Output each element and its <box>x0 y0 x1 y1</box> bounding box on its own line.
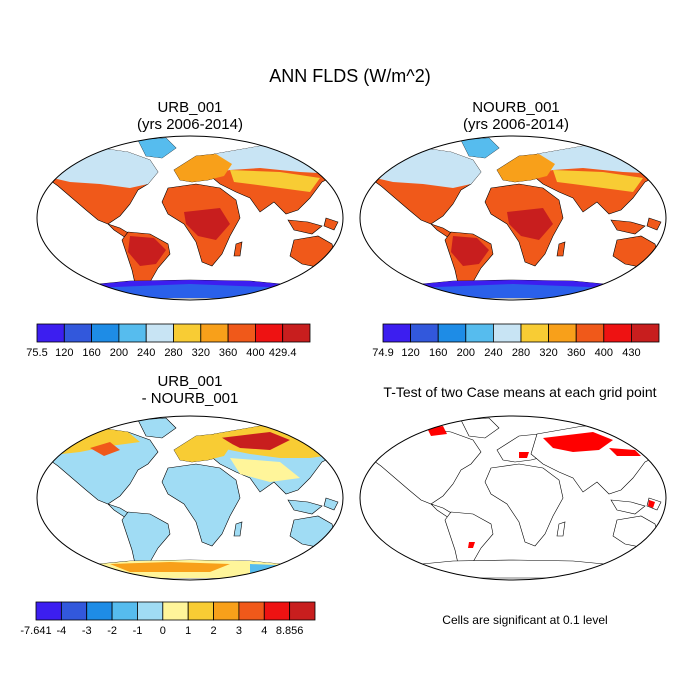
panel-title-urb-line1: URB_001 <box>157 99 223 116</box>
colorbar-swatch <box>465 323 494 343</box>
colorbar-swatch <box>631 323 660 343</box>
colorbar-tick-label: -1 <box>133 625 143 637</box>
colorbar-nourb: 74.9 120 160 200 240 280 320 360 400 430 <box>372 323 660 359</box>
colorbar-tick-label: -7.641 <box>20 625 51 637</box>
colorbar-tick-label: 160 <box>82 347 100 359</box>
panel-title-ttest: T-Test of two Case means at each grid po… <box>383 384 657 400</box>
colorbar-tick-label: 400 <box>246 347 264 359</box>
colorbar-tick-label: 280 <box>164 347 182 359</box>
colorbar-swatch <box>200 323 229 343</box>
colorbar-swatch <box>173 323 202 343</box>
colorbar-tick-label: 4 <box>261 625 267 637</box>
colorbar-swatch <box>227 323 256 343</box>
colorbar-swatch <box>60 601 88 621</box>
map-diff <box>36 415 344 581</box>
colorbar-swatch <box>35 601 62 621</box>
colorbar-tick-label: 2 <box>210 625 216 637</box>
colorbar-tick-label: 120 <box>55 347 73 359</box>
main-title: ANN FLDS (W/m^2) <box>269 66 431 86</box>
colorbar-swatch <box>603 323 632 343</box>
map-urb <box>36 135 344 301</box>
map-nourb-outline <box>359 135 667 301</box>
colorbar-swatch <box>520 323 550 343</box>
significance-note: Cells are significant at 0.1 level <box>442 613 608 627</box>
colorbar-swatch <box>118 323 147 343</box>
colorbar-swatch <box>254 323 284 343</box>
panel-title-nourb: NOURB_001 (yrs 2006-2014) <box>366 99 666 133</box>
colorbar-tick-label: 240 <box>484 347 502 359</box>
panel-title-diff-line1: URB_001 <box>157 373 223 390</box>
colorbar-swatch <box>382 323 412 343</box>
map-diff-outline <box>36 415 344 581</box>
colorbar-swatch <box>137 601 164 621</box>
colorbar-swatch <box>263 601 291 621</box>
colorbar-tick-label: 360 <box>567 347 585 359</box>
colorbar-tick-label: 0 <box>160 625 166 637</box>
colorbar-swatch <box>437 323 467 343</box>
colorbar-swatch <box>213 601 240 621</box>
panel-title-urb: URB_001 (yrs 2006-2014) <box>40 99 340 133</box>
colorbar-tick-label: 430 <box>622 347 640 359</box>
colorbar-swatch <box>187 601 214 621</box>
map-nourb <box>359 135 667 301</box>
colorbar-swatch <box>492 323 522 343</box>
colorbar-tick-label: 75.5 <box>26 347 47 359</box>
colorbar-tick-label: 120 <box>401 347 419 359</box>
panel-title-urb-line2: (yrs 2006-2014) <box>137 116 243 133</box>
colorbar-tick-label: -2 <box>107 625 117 637</box>
colorbar-swatch <box>410 323 439 343</box>
colorbar-urb: 75.5 120 160 200 240 280 320 360 400 429.4 <box>26 323 311 359</box>
colorbar-swatch <box>145 323 174 343</box>
colorbar-diff: -7.641 -4 -3 -2 -1 0 1 2 3 4 8.856 <box>20 601 316 637</box>
colorbar-swatch <box>575 323 605 343</box>
colorbar-tick-label: -4 <box>56 625 66 637</box>
colorbar-tick-label: 200 <box>457 347 475 359</box>
colorbar-swatch <box>111 601 138 621</box>
colorbar-tick-label: 320 <box>192 347 210 359</box>
colorbar-tick-label: 160 <box>429 347 447 359</box>
colorbar-tick-label: 3 <box>236 625 242 637</box>
colorbar-swatch <box>238 601 265 621</box>
colorbar-tick-label: 74.9 <box>372 347 393 359</box>
colorbar-tick-label: 8.856 <box>276 625 304 637</box>
colorbar-swatch <box>63 323 93 343</box>
map-ttest-outline <box>359 415 667 581</box>
panel-title-diff-line2: - NOURB_001 <box>141 390 239 407</box>
colorbar-swatch <box>86 601 113 621</box>
colorbar-swatch <box>289 601 316 621</box>
panel-title-nourb-line2: (yrs 2006-2014) <box>463 116 569 133</box>
map-ttest <box>359 415 667 581</box>
colorbar-swatch <box>548 323 577 343</box>
colorbar-tick-label: 320 <box>539 347 557 359</box>
colorbar-swatch <box>91 323 120 343</box>
colorbar-tick-label: 429.4 <box>269 347 297 359</box>
panel-title-diff: URB_001 - NOURB_001 <box>40 373 340 407</box>
colorbar-tick-label: 1 <box>185 625 191 637</box>
colorbar-tick-label: 200 <box>110 347 128 359</box>
panel-title-nourb-line1: NOURB_001 <box>472 99 560 116</box>
colorbar-tick-label: 400 <box>595 347 613 359</box>
colorbar-tick-label: 360 <box>219 347 237 359</box>
colorbar-swatch <box>282 323 311 343</box>
map-urb-outline <box>36 135 344 301</box>
colorbar-tick-label: -3 <box>82 625 92 637</box>
colorbar-tick-label: 240 <box>137 347 155 359</box>
colorbar-swatch <box>36 323 65 343</box>
colorbar-tick-label: 280 <box>512 347 530 359</box>
colorbar-swatch <box>162 601 189 621</box>
